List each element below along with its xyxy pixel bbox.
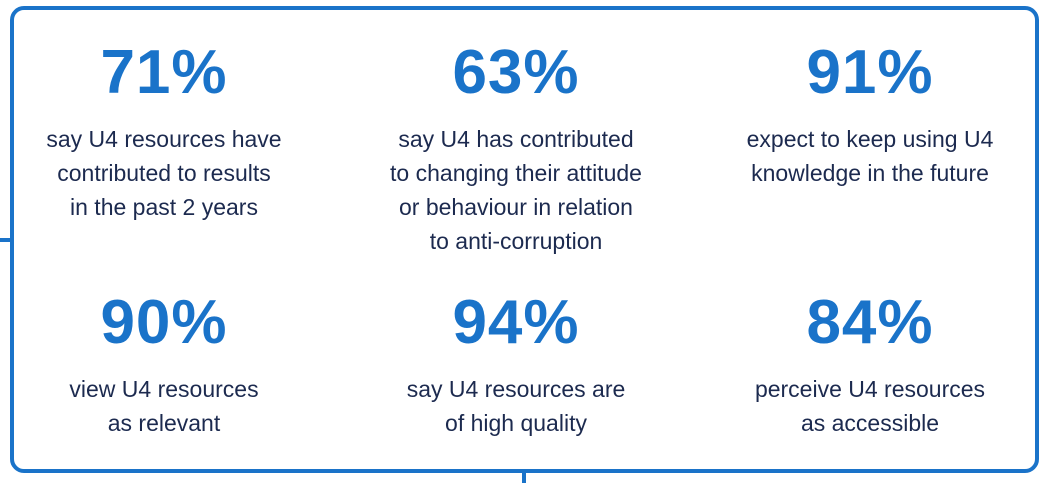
- stats-panel: [10, 6, 1039, 473]
- stat-value: 94%: [452, 288, 580, 357]
- stat-label: view U4 resources as relevant: [69, 376, 259, 436]
- stat-label: say U4 resources have contributed to res…: [46, 126, 282, 220]
- frame-connector-bottom: [522, 472, 526, 483]
- stat-future-use: 91% expect to keep using U4 knowledge in…: [705, 40, 1035, 190]
- stat-value: 84%: [806, 288, 934, 357]
- stat-quality: 94% say U4 resources are of high quality: [351, 290, 681, 440]
- stat-value: 90%: [100, 288, 228, 357]
- stat-value: 91%: [806, 38, 934, 107]
- stat-value: 71%: [100, 38, 228, 107]
- stat-label: perceive U4 resources as accessible: [754, 376, 986, 436]
- stat-results: 71% say U4 resources have contributed to…: [0, 40, 329, 224]
- stat-label: expect to keep using U4 knowledge in the…: [746, 126, 994, 186]
- stat-accessibility: 84% perceive U4 resources as accessible: [705, 290, 1035, 440]
- frame-connector-left: [0, 238, 11, 242]
- stat-label: say U4 has contributed to changing their…: [390, 126, 642, 254]
- stat-value: 63%: [452, 38, 580, 107]
- stat-relevance: 90% view U4 resources as relevant: [0, 290, 329, 440]
- stat-attitude-change: 63% say U4 has contributed to changing t…: [351, 40, 681, 258]
- stat-label: say U4 resources are of high quality: [406, 376, 626, 436]
